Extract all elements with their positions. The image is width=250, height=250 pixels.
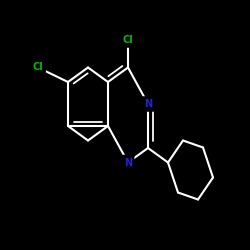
- Text: N: N: [143, 98, 153, 110]
- Text: Cl: Cl: [122, 35, 134, 45]
- Text: Cl: Cl: [32, 61, 44, 74]
- Text: N: N: [144, 99, 152, 109]
- Text: Cl: Cl: [32, 62, 44, 72]
- Text: N: N: [124, 158, 132, 168]
- Text: Cl: Cl: [122, 34, 134, 46]
- Text: N: N: [123, 156, 133, 169]
